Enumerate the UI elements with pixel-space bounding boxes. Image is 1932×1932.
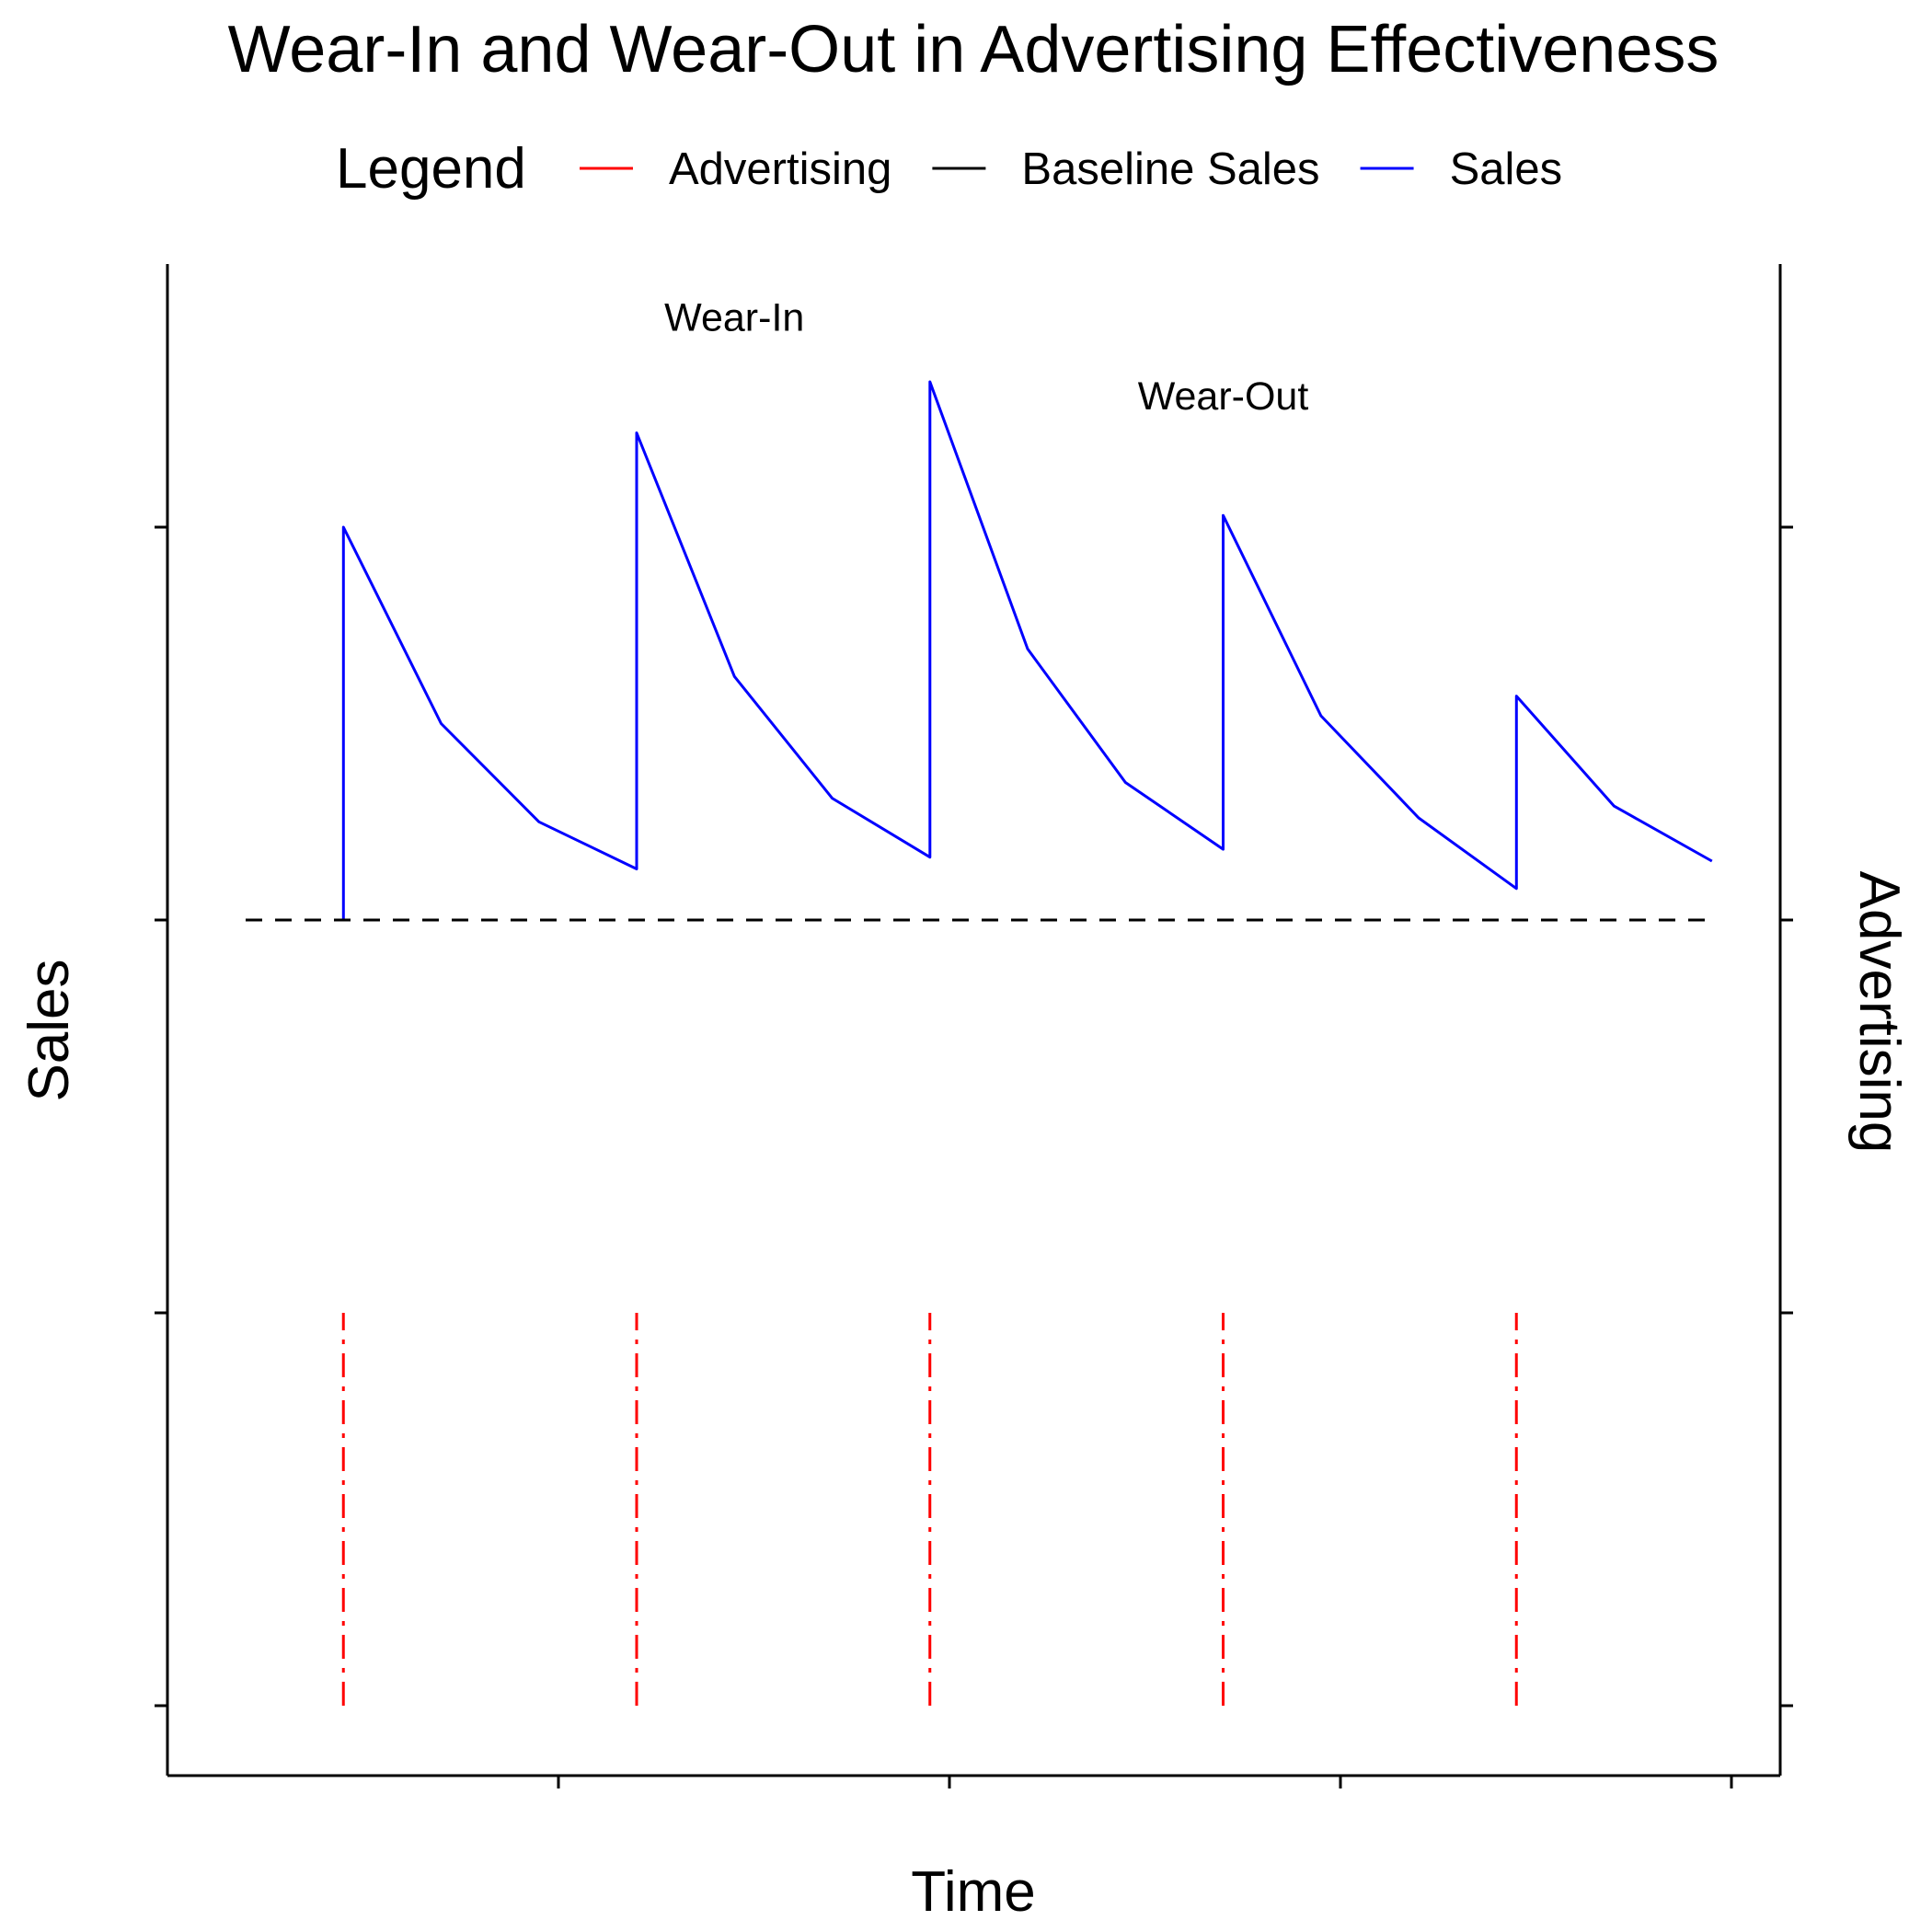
axis-ticks	[155, 525, 1793, 1788]
sales-line	[341, 380, 1713, 920]
chart-title: Wear-In and Wear-Out in Advertising Effe…	[228, 13, 1719, 86]
legend-label-advertising: Advertising	[669, 144, 891, 194]
legend-label-baseline-sales: Baseline Sales	[1021, 144, 1319, 194]
annotation-1: Wear-In	[664, 296, 804, 340]
legend: Legend Advertising Baseline Sales Sales	[336, 137, 1562, 201]
annotations: Wear-In Wear-Out	[664, 296, 1308, 419]
chart-marks	[246, 380, 1713, 1706]
legend-title: Legend	[336, 137, 526, 201]
annotation-2: Wear-Out	[1138, 374, 1309, 419]
legend-label-sales: Sales	[1450, 144, 1563, 194]
y2-axis-title: Advertising	[1847, 871, 1911, 1154]
y-axis-title: Sales	[17, 959, 81, 1101]
x-axis-title: Time	[911, 1860, 1035, 1924]
plot-panel: Wear-In Wear-Out	[155, 264, 1793, 1788]
legend-entries: Advertising Baseline Sales Sales	[580, 144, 1562, 194]
